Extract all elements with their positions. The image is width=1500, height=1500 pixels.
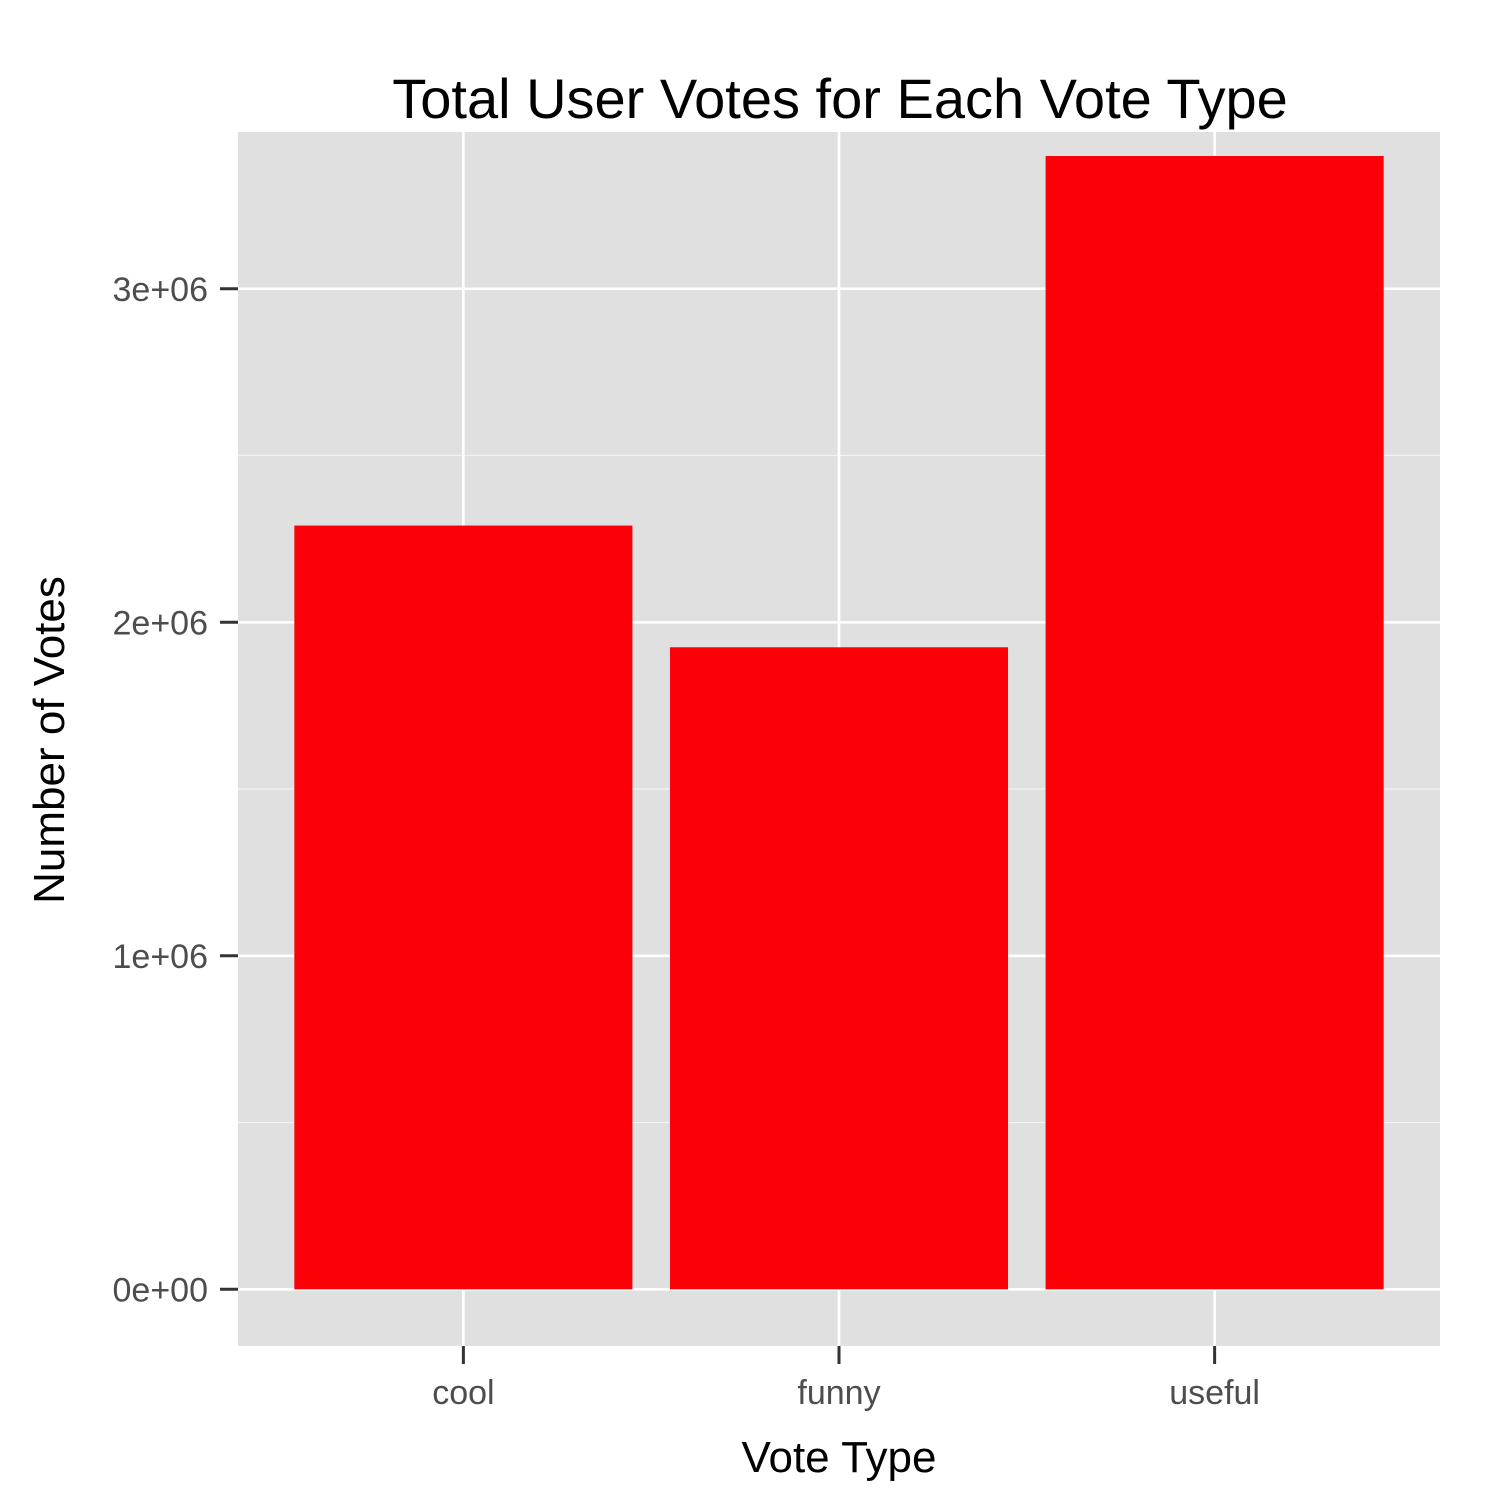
chart-title: Total User Votes for Each Vote Type bbox=[392, 67, 1287, 130]
y-tick-label: 2e+06 bbox=[113, 604, 209, 642]
y-axis-title: Number of Votes bbox=[25, 576, 74, 904]
bar-useful bbox=[1045, 156, 1384, 1290]
y-tick-label: 3e+06 bbox=[113, 271, 209, 309]
y-tick-label: 0e+00 bbox=[113, 1271, 209, 1309]
x-tick-label: useful bbox=[1169, 1374, 1260, 1412]
x-tick-label: funny bbox=[797, 1374, 880, 1412]
x-axis: cool funny useful bbox=[432, 1346, 1260, 1412]
bar-cool bbox=[294, 525, 633, 1290]
x-tick-label: cool bbox=[432, 1374, 494, 1412]
y-tick-label: 1e+06 bbox=[113, 938, 209, 976]
x-axis-title: Vote Type bbox=[742, 1433, 937, 1482]
bar-funny bbox=[669, 647, 1009, 1290]
bars bbox=[294, 156, 1384, 1290]
y-axis: 0e+00 1e+06 2e+06 3e+06 bbox=[113, 271, 238, 1309]
